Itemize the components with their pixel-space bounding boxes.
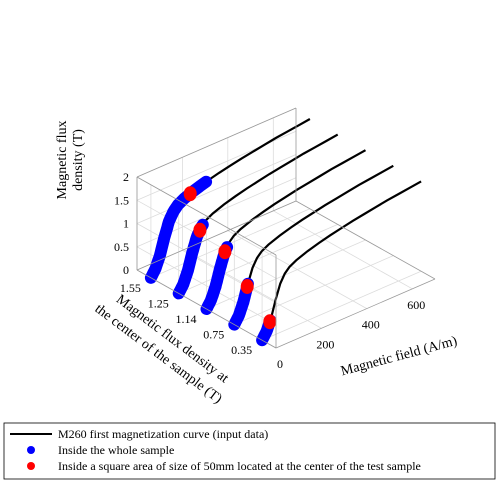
legend-red-swatch <box>27 462 35 470</box>
curve-line-0 <box>205 118 311 183</box>
axis-x-line <box>275 278 436 349</box>
legend: M260 first magnetization curve (input da… <box>3 422 496 480</box>
grid-cat-floor-1 <box>178 224 338 294</box>
curve-line-4 <box>269 180 422 321</box>
curve-line-2 <box>226 149 367 248</box>
x-tick-label-1: 200 <box>316 337 334 351</box>
curve-line-3 <box>246 164 394 285</box>
axis-y-line <box>136 269 277 349</box>
center-point-0 <box>183 186 197 202</box>
center-point-3 <box>240 279 254 294</box>
left-top-edge <box>136 176 277 256</box>
z-axis-label-line-1: Magnetic flux <box>55 121 70 200</box>
legend-entry-center: Inside a square area of size of 50mm loc… <box>58 459 421 473</box>
legend-blue-swatch <box>27 446 35 454</box>
magnetization-curves <box>144 118 422 347</box>
axes-lines <box>136 107 436 349</box>
whole-sample-points-0 <box>144 175 213 284</box>
right-floor-edge <box>295 200 436 280</box>
z-tick-label-4: 2 <box>123 170 129 184</box>
tick-labels: 0 0.5 1 1.5 2 1.55 1.25 1.14 0.75 0.35 0 200 400 600 <box>114 170 425 371</box>
x-tick-label-0: 0 <box>277 357 283 371</box>
grid-cat-floor-3 <box>234 255 394 325</box>
y-tick-label-1: 1.25 <box>148 296 169 310</box>
y-tick-label-2: 1.14 <box>176 312 197 326</box>
grid-cat-floor-4 <box>261 270 422 341</box>
z-tick-label-3: 1.5 <box>114 193 129 207</box>
legend-entry-curve: M260 first magnetization curve (input da… <box>58 427 268 441</box>
z-tick-label-1: 0.5 <box>114 240 129 254</box>
whole-sample-points-1 <box>172 218 209 300</box>
z-tick-label-2: 1 <box>123 217 129 231</box>
center-point-1 <box>193 222 207 238</box>
x-tick-label-3: 600 <box>407 298 425 312</box>
grid-z-back-2 <box>136 154 297 224</box>
legend-entry-whole: Inside the whole sample <box>58 443 174 457</box>
back-floor-edge <box>136 200 297 271</box>
grid-cat-floor-2 <box>206 239 366 310</box>
z-axis-label-line-2: density (T) <box>71 129 86 191</box>
center-point-2 <box>218 244 232 260</box>
x-tick-label-2: 400 <box>362 318 380 332</box>
legend-box <box>3 422 496 480</box>
back-top-edge <box>136 107 297 178</box>
y-tick-label-0: 1.55 <box>120 281 141 295</box>
z-tick-label-0: 0 <box>123 263 129 277</box>
y-tick-label-3: 0.75 <box>203 328 224 342</box>
curve-line-1 <box>201 133 339 226</box>
y-tick-label-4: 0.35 <box>231 343 252 357</box>
x-axis-label: Magnetic field (A/m) <box>339 334 459 380</box>
center-point-4 <box>263 314 277 330</box>
